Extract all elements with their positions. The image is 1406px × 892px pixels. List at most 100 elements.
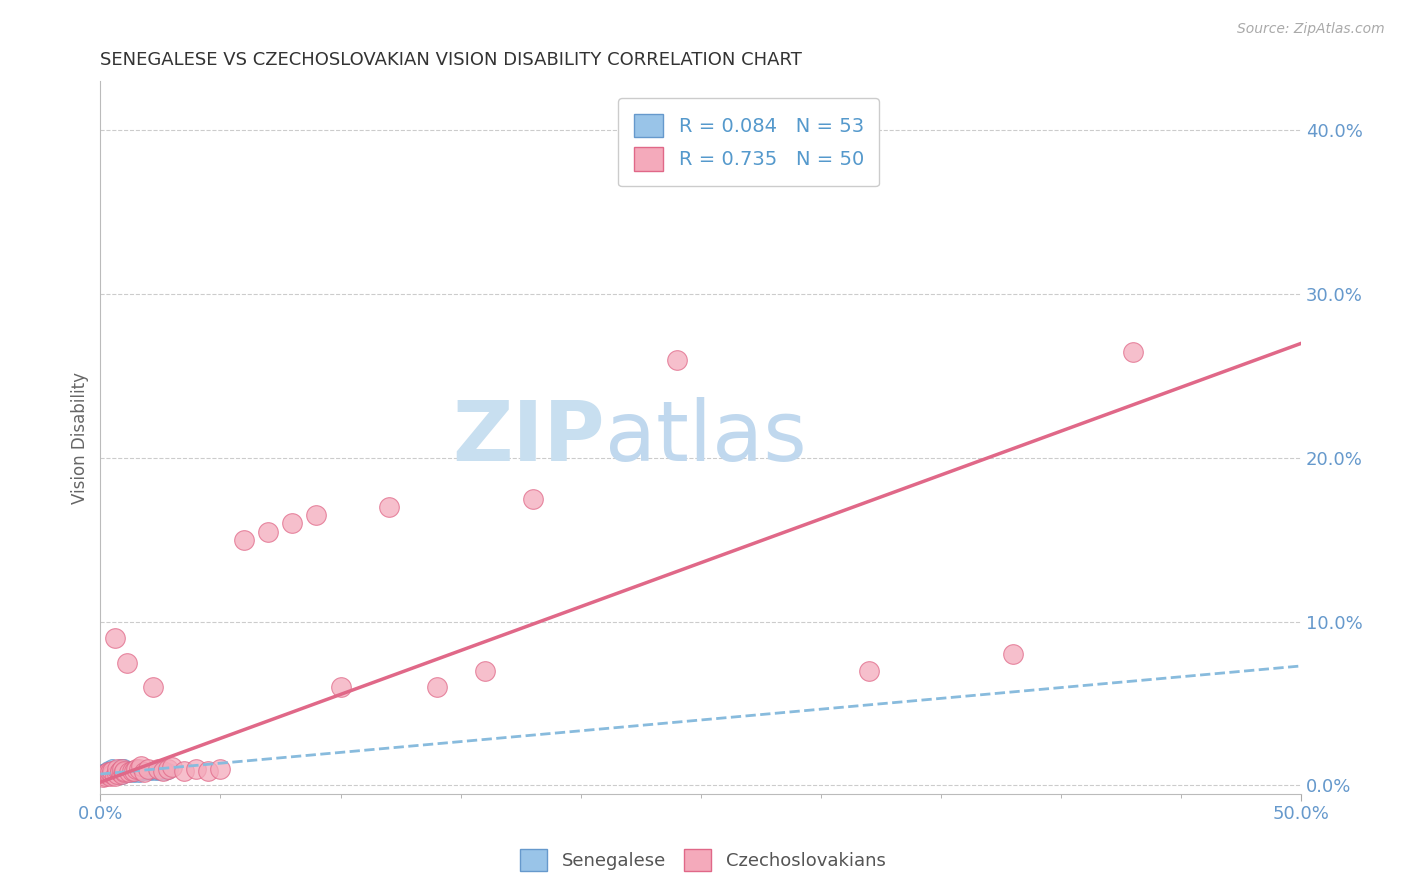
Point (129, 765, 152, 780)
Point (329, 680, 352, 694)
Point (101, 764, 124, 778)
Point (108, 760, 131, 774)
Point (98, 770, 121, 784)
Point (96, 769, 118, 783)
Point (426, 680, 449, 694)
Point (281, 516, 304, 531)
Point (108, 764, 131, 778)
Point (112, 764, 135, 778)
Point (146, 762, 169, 776)
Point (257, 524, 280, 539)
Point (121, 764, 143, 778)
Text: ZIP: ZIP (453, 397, 605, 478)
Point (111, 765, 134, 780)
Point (132, 765, 155, 780)
Point (156, 762, 179, 776)
Text: atlas: atlas (605, 397, 807, 478)
Point (101, 765, 124, 780)
Point (101, 762, 124, 776)
Point (104, 767, 127, 781)
Point (105, 762, 128, 776)
Point (111, 762, 134, 776)
Point (115, 656, 138, 670)
Point (104, 769, 127, 783)
Point (125, 765, 148, 780)
Point (105, 762, 128, 776)
Point (96, 765, 118, 780)
Point (122, 764, 145, 778)
Point (125, 762, 148, 776)
Point (104, 631, 127, 645)
Point (94, 764, 117, 778)
Point (146, 764, 169, 778)
Point (121, 762, 143, 776)
Point (162, 760, 184, 774)
Point (122, 764, 145, 778)
Point (149, 765, 172, 780)
Point (96, 767, 118, 781)
Point (128, 767, 150, 781)
Point (96, 762, 118, 776)
Point (197, 764, 219, 778)
Point (132, 764, 155, 778)
Point (125, 762, 148, 776)
Point (105, 769, 128, 783)
Point (112, 764, 135, 778)
Point (305, 508, 328, 523)
Point (156, 764, 179, 778)
Point (108, 765, 131, 780)
Point (121, 765, 143, 780)
Point (101, 769, 124, 783)
Point (152, 764, 174, 778)
Point (118, 767, 141, 781)
Point (153, 765, 176, 780)
Point (101, 760, 124, 774)
Point (94, 767, 117, 781)
Point (115, 765, 138, 780)
Point (98, 767, 121, 781)
Point (104, 764, 127, 778)
Point (96, 765, 118, 780)
Point (128, 762, 150, 776)
Point (474, 664, 496, 678)
Legend: Senegalese, Czechoslovakians: Senegalese, Czechoslovakians (513, 842, 893, 879)
Point (1122, 344, 1144, 359)
Point (142, 680, 165, 694)
Point (152, 764, 174, 778)
Point (128, 764, 150, 778)
Point (98, 764, 121, 778)
Text: Source: ZipAtlas.com: Source: ZipAtlas.com (1237, 22, 1385, 37)
Point (173, 764, 195, 778)
Point (377, 500, 399, 515)
Y-axis label: Vision Disability: Vision Disability (72, 371, 89, 503)
Point (1001, 648, 1024, 662)
Point (98, 765, 121, 780)
Point (129, 762, 152, 776)
Point (142, 764, 165, 778)
Point (186, 762, 208, 776)
Point (135, 765, 157, 780)
Point (112, 767, 135, 781)
Point (145, 765, 167, 780)
Point (122, 767, 145, 781)
Point (138, 762, 160, 776)
Text: SENEGALESE VS CZECHOSLOVAKIAN VISION DISABILITY CORRELATION CHART: SENEGALESE VS CZECHOSLOVAKIAN VISION DIS… (100, 51, 803, 69)
Point (112, 765, 135, 780)
Legend: R = 0.084   N = 53, R = 0.735   N = 50: R = 0.084 N = 53, R = 0.735 N = 50 (619, 98, 879, 186)
Point (139, 765, 162, 780)
Point (91, 770, 114, 784)
Point (111, 762, 134, 776)
Point (118, 764, 141, 778)
Point (138, 764, 160, 778)
Point (104, 762, 127, 776)
Point (233, 533, 256, 547)
Point (98, 769, 121, 783)
Point (91, 765, 114, 780)
Point (858, 664, 880, 678)
Point (118, 765, 141, 780)
Point (101, 767, 124, 781)
Point (108, 764, 131, 778)
Point (111, 769, 134, 783)
Point (665, 352, 688, 367)
Point (522, 491, 544, 506)
